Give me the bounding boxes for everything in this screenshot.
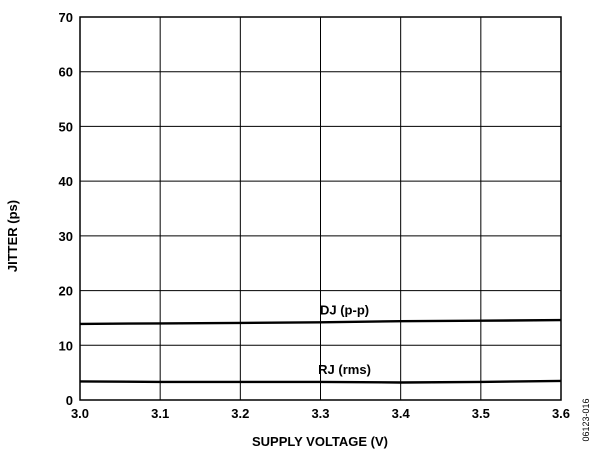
series-line-dj [79,318,562,326]
x-tick-label: 3.1 [151,406,169,421]
plot-frame [79,16,562,401]
x-tick-label: 3.4 [392,406,411,421]
series-label-dj: DJ (p-p) [320,302,369,317]
series-lines [79,318,562,384]
x-tick-label: 3.2 [231,406,249,421]
y-tick-label: 30 [59,229,73,244]
y-tick-label: 0 [66,393,73,408]
x-tick-label: 3.3 [311,406,329,421]
y-tick-label: 50 [59,119,73,134]
figure-id: 06123-016 [581,398,591,441]
series-labels: DJ (p-p) RJ (rms) [318,302,371,377]
y-tick-label: 20 [59,284,73,299]
y-tick-label: 10 [59,338,73,353]
y-tick-label: 70 [59,10,73,25]
grid-lines [79,16,562,401]
x-axis-label: SUPPLY VOLTAGE (V) [252,434,388,449]
x-tick-label: 3.0 [71,406,89,421]
y-tick-label: 40 [59,174,73,189]
series-line-rj [79,379,562,384]
series-label-rj: RJ (rms) [318,362,371,377]
x-tick-label: 3.5 [472,406,490,421]
y-axis-label: JITTER (ps) [5,200,20,272]
x-tick-label: 3.6 [552,406,570,421]
y-tick-label: 60 [59,65,73,80]
tick-labels: 3.0 3.1 3.2 3.3 3.4 3.5 3.6 0 10 20 30 40 50 60 70 [59,10,571,421]
